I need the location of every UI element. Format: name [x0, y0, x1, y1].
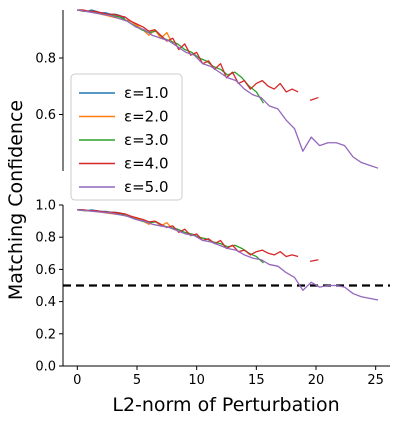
bottom-series-2-segment-1 [77, 209, 174, 230]
top-panel: 0.6 0.8 [35, 9, 379, 171]
legend-label-5: ε=5.0 [124, 178, 169, 196]
bottom-xtick-label-1: 5 [133, 373, 141, 388]
bottom-xtick-label-4: 20 [308, 373, 325, 388]
top-ytick-label-1: 0.8 [35, 52, 56, 67]
bottom-ytick-label-5: 1.0 [35, 199, 56, 214]
top-series-4-segment-1 [77, 9, 299, 93]
bottom-xtick-label-0: 0 [73, 373, 81, 388]
legend-label-2: ε=2.0 [124, 108, 169, 126]
x-axis-title: L2-norm of Perturbation [112, 394, 339, 416]
bottom-series-4-segment-1 [77, 209, 299, 258]
bottom-ytick-label-1: 0.2 [35, 327, 56, 342]
legend-items: ε=1.0 ε=2.0 ε=3.0 ε=4.0 ε=5.0 [79, 84, 169, 196]
legend-label-3: ε=3.0 [124, 131, 169, 149]
bottom-x-ticks: 0 5 10 15 20 25 [73, 366, 384, 388]
legend-label-1: ε=1.0 [124, 84, 169, 102]
bottom-ytick-label-0: 0.0 [35, 360, 56, 375]
y-axis-title: Matching Confidence [5, 100, 27, 300]
top-series-5-segment-1 [77, 9, 379, 169]
bottom-xtick-label-2: 10 [188, 373, 205, 388]
bottom-series-4-segment-2 [309, 259, 319, 262]
bottom-series-5-segment-1 [77, 209, 379, 301]
bottom-y-ticks: 0.0 0.2 0.4 0.6 0.8 1.0 [35, 199, 63, 375]
bottom-ytick-label-4: 0.8 [35, 231, 56, 246]
bottom-xtick-label-3: 15 [248, 373, 265, 388]
top-series-group [77, 9, 379, 169]
top-series-4-segment-2 [309, 96, 319, 102]
top-ytick-label-0: 0.6 [35, 108, 56, 123]
bottom-xtick-label-5: 25 [367, 373, 384, 388]
legend: ε=1.0 ε=2.0 ε=3.0 ε=4.0 ε=5.0 [70, 73, 183, 201]
top-y-ticks: 0.6 0.8 [35, 52, 63, 123]
bottom-ytick-label-3: 0.6 [35, 263, 56, 278]
bottom-series-group [77, 209, 379, 301]
bottom-series-3-segment-1 [77, 209, 264, 264]
legend-frame [70, 73, 183, 201]
bottom-panel: 0.0 0.2 0.4 0.6 0.8 1.0 0 5 10 15 20 25 [35, 199, 390, 388]
top-series-2-segment-1 [77, 9, 174, 45]
legend-label-4: ε=4.0 [124, 155, 169, 173]
bottom-ytick-label-2: 0.4 [35, 295, 56, 310]
